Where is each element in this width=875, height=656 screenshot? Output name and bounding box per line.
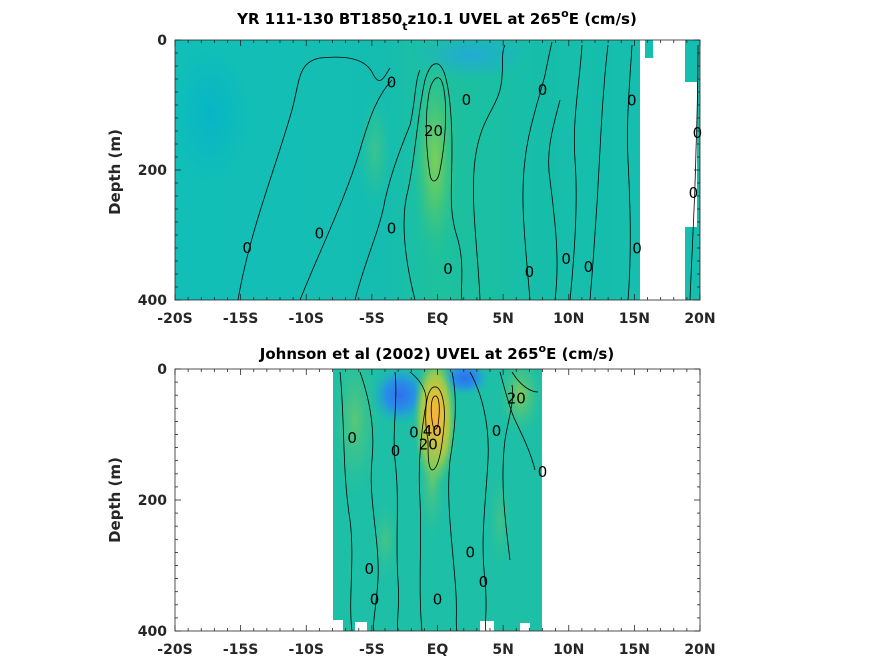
top-x-tick-label: EQ	[427, 311, 449, 327]
top-chart-title: YR 111-130 BT1850tz10.1 UVEL at 265oE (c…	[236, 7, 637, 33]
top-contour-label: 20	[424, 122, 443, 140]
top-contour-label: 0	[525, 263, 535, 281]
bottom-y-tick-label: 200	[138, 493, 167, 509]
top-x-tick-label: 10N	[553, 311, 584, 327]
bottom-contour-label: 0	[466, 543, 476, 561]
top-contour-lines	[237, 41, 699, 300]
bottom-contour-label: 0	[391, 442, 401, 460]
top-y-tick-label: 200	[138, 163, 167, 179]
bottom-contour-label: 0	[538, 463, 548, 481]
top-contour-label: 0	[627, 91, 637, 109]
top-data-field	[175, 40, 700, 300]
bottom-x-tick-label: EQ	[427, 642, 449, 656]
bottom-x-tick-label: 20N	[684, 642, 715, 656]
top-y-tick-label: 400	[138, 293, 167, 309]
bottom-y-tick-label: 0	[157, 362, 167, 378]
bottom-contour-label: 0	[347, 429, 357, 447]
top-contour-label: 0	[462, 91, 472, 109]
top-x-tick-label: 5N	[492, 311, 513, 327]
bottom-x-tick-label: 5N	[492, 642, 513, 656]
top-contour-label: 0	[561, 250, 571, 268]
bottom-x-tick-label: -10S	[289, 642, 324, 656]
top-contour-label: 0	[584, 258, 594, 276]
bottom-contour-label: 0	[364, 560, 374, 578]
bottom-x-tick-label: 15N	[619, 642, 650, 656]
bottom-contour-label: 0	[479, 573, 489, 591]
bottom-data-field	[333, 369, 542, 631]
bottom-contour-label: 0	[370, 591, 380, 609]
top-contour-label: 0	[538, 81, 548, 99]
top-x-tick-label: 20N	[684, 311, 715, 327]
top-contour-label: 0	[387, 73, 397, 91]
top-y-axis-label: Depth (m)	[106, 129, 124, 215]
bottom-contour-label: 20	[507, 389, 526, 407]
bottom-x-tick-label: -5S	[359, 642, 385, 656]
bottom-panel: Johnson et al (2002) UVEL at 265oE (cm/s…	[106, 342, 716, 656]
bottom-contour-label: 40	[423, 422, 442, 440]
bottom-contour-label: 0	[433, 591, 443, 609]
top-x-tick-label: -15S	[223, 311, 258, 327]
top-contour-label: 0	[387, 220, 397, 238]
top-x-tick-label: -10S	[289, 311, 324, 327]
top-x-tick-label: 15N	[619, 311, 650, 327]
top-contour-label: 0	[315, 225, 325, 243]
bottom-chart-title: Johnson et al (2002) UVEL at 265oE (cm/s…	[259, 342, 614, 363]
top-missing-data	[640, 40, 685, 300]
top-x-tick-label: -20S	[157, 311, 192, 327]
bottom-y-tick-label: 400	[138, 624, 167, 640]
bottom-x-tick-label: -15S	[223, 642, 258, 656]
bottom-x-tick-label: -20S	[157, 642, 192, 656]
top-contour-label: 0	[443, 260, 453, 278]
top-contour-label: 0	[242, 239, 252, 257]
top-panel: YR 111-130 BT1850tz10.1 UVEL at 265oE (c…	[106, 7, 716, 327]
top-y-tick-label: 0	[157, 33, 167, 49]
bottom-contour-label: 0	[409, 424, 419, 442]
bottom-y-axis-label: Depth (m)	[106, 457, 124, 543]
bottom-contour-label: 20	[419, 435, 438, 453]
bottom-contour-label: 0	[492, 422, 502, 440]
top-contour-label: 0	[689, 184, 699, 202]
top-contour-label: 0	[693, 124, 703, 142]
bottom-x-tick-label: 10N	[553, 642, 584, 656]
top-x-tick-label: -5S	[359, 311, 385, 327]
top-contour-label: 0	[632, 240, 642, 258]
bottom-contour-lines	[339, 371, 539, 631]
